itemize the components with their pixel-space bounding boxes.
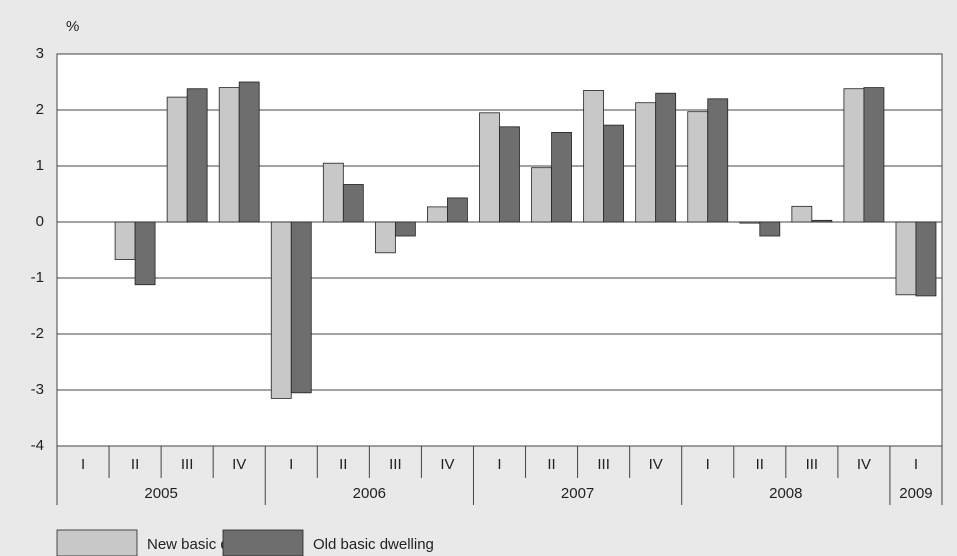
x-tick-label: IV xyxy=(649,456,663,473)
bar xyxy=(843,88,865,223)
x-tick-label: I xyxy=(706,456,710,473)
y-tick-label: -2 xyxy=(31,325,44,342)
bar xyxy=(739,221,761,224)
x-tick-label: III xyxy=(806,456,819,473)
x-tick-label: II xyxy=(547,456,555,473)
bar xyxy=(499,126,520,223)
bar xyxy=(687,111,709,223)
x-group-label: 2005 xyxy=(144,485,177,502)
bar xyxy=(915,221,937,297)
bar xyxy=(531,167,552,223)
x-tick-label: I xyxy=(81,456,85,473)
bar xyxy=(707,98,729,223)
y-tick-label: 2 xyxy=(36,101,44,118)
bar xyxy=(479,112,500,223)
x-tick-label: I xyxy=(914,456,918,473)
x-tick-label: III xyxy=(181,456,194,473)
y-tick-label: -1 xyxy=(31,269,44,286)
legend-swatch xyxy=(56,529,138,556)
y-tick-label: -4 xyxy=(31,437,44,454)
bar xyxy=(238,81,260,223)
x-group-label: 2007 xyxy=(561,485,594,502)
bar xyxy=(603,124,625,223)
x-tick-label: I xyxy=(497,456,501,473)
bar xyxy=(322,162,344,223)
x-tick-label: II xyxy=(339,456,347,473)
y-axis-label: % xyxy=(66,18,79,35)
x-tick-label: III xyxy=(389,456,402,473)
x-tick-label: IV xyxy=(440,456,454,473)
x-tick-label: IV xyxy=(232,456,246,473)
bar xyxy=(583,90,605,223)
bar xyxy=(551,131,572,223)
bar xyxy=(166,96,188,223)
plot-border xyxy=(56,53,943,447)
bar xyxy=(374,221,396,254)
bar xyxy=(447,197,468,223)
bar xyxy=(218,87,240,223)
bar xyxy=(134,221,156,286)
legend-swatch xyxy=(222,529,304,556)
bar xyxy=(759,221,781,237)
legend-label: Old basic dwelling xyxy=(313,536,434,553)
bar xyxy=(290,221,312,394)
y-tick-label: -3 xyxy=(31,381,44,398)
x-tick-label: II xyxy=(756,456,764,473)
bar xyxy=(186,88,208,223)
bar xyxy=(270,221,292,399)
bar xyxy=(427,206,448,223)
y-tick-label: 3 xyxy=(36,45,44,62)
y-tick-label: 0 xyxy=(36,213,44,230)
bar xyxy=(655,92,677,223)
bar xyxy=(635,102,657,223)
x-tick-label: IV xyxy=(857,456,871,473)
bar xyxy=(114,221,136,260)
x-group-label: 2008 xyxy=(769,485,802,502)
x-tick-label: III xyxy=(597,456,610,473)
x-group-label: 2006 xyxy=(353,485,386,502)
y-tick-label: 1 xyxy=(36,157,44,174)
x-tick-label: II xyxy=(131,456,139,473)
bar xyxy=(791,205,813,223)
bar xyxy=(342,184,364,223)
x-tick-label: I xyxy=(289,456,293,473)
x-group-label: 2009 xyxy=(899,485,932,502)
bar xyxy=(895,221,917,296)
bar xyxy=(394,221,416,237)
bar xyxy=(863,87,885,223)
bar xyxy=(811,219,833,223)
